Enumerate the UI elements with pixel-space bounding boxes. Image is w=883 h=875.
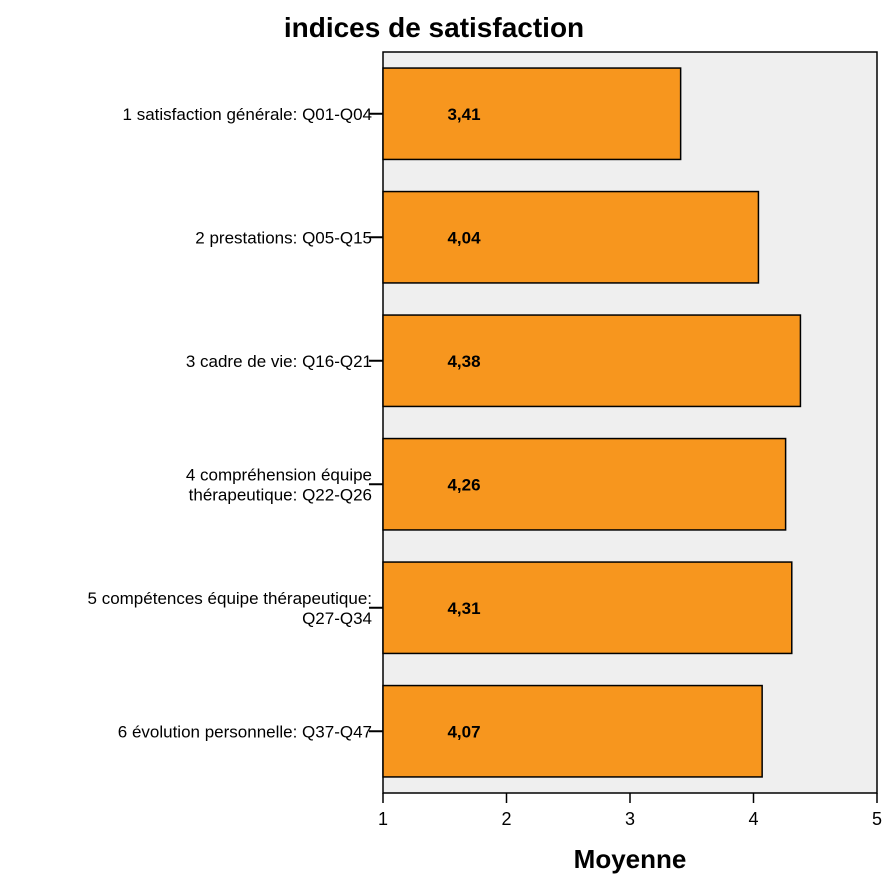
x-tick-label: 3 <box>625 809 635 829</box>
bar <box>382 190 760 284</box>
bar-value-label: 4,31 <box>447 599 480 618</box>
category-label: 6 évolution personnelle: Q37-Q47 <box>118 722 372 741</box>
x-tick-label: 4 <box>748 809 758 829</box>
category-label: 2 prestations: Q05-Q15 <box>195 228 372 247</box>
bar-value-label: 3,41 <box>447 105 480 124</box>
bar <box>382 67 682 161</box>
bar-value-label: 4,26 <box>447 475 480 494</box>
bar <box>382 314 802 408</box>
bar <box>382 561 793 655</box>
bar <box>382 684 763 778</box>
bar <box>382 437 787 531</box>
x-tick-label: 1 <box>378 809 388 829</box>
x-axis: 1 2 3 4 5 <box>378 793 882 829</box>
category-labels-group: 1 satisfaction générale: Q01-Q04 2 presta… <box>88 105 383 741</box>
category-label: 5 compétences équipe thérapeutique: <box>88 589 372 608</box>
bar-value-label: 4,07 <box>447 722 480 741</box>
category-label: thérapeutique: Q22-Q26 <box>189 485 372 504</box>
category-label: 3 cadre de vie: Q16-Q21 <box>186 352 372 371</box>
category-label: 1 satisfaction générale: Q01-Q04 <box>123 105 372 124</box>
bar-value-label: 4,04 <box>447 228 481 247</box>
plot-area <box>382 51 878 794</box>
bars-group: 3,41 4,04 4,38 4,26 4,31 4,07 <box>382 67 802 778</box>
category-label: Q27-Q34 <box>302 609 372 628</box>
category-label: 4 compréhension équipe <box>186 465 372 484</box>
x-tick-label: 2 <box>501 809 511 829</box>
chart-title: indices de satisfaction <box>284 12 584 43</box>
bar-value-label: 4,38 <box>447 352 480 371</box>
x-tick-label: 5 <box>872 809 882 829</box>
x-axis-label: Moyenne <box>574 844 687 874</box>
